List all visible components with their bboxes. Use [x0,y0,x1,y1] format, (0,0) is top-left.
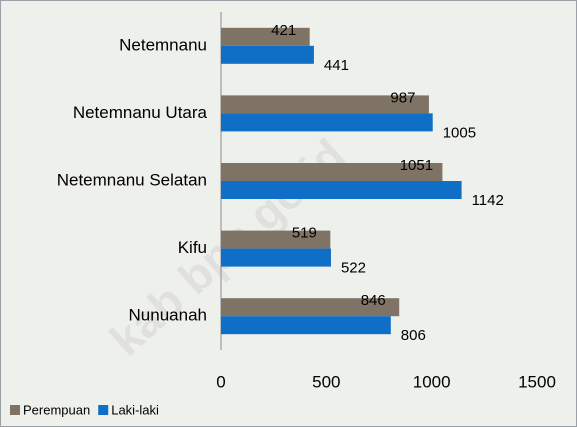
bar [221,45,314,64]
data-label: 522 [341,260,366,277]
bar [221,95,429,114]
data-label: 441 [324,57,349,74]
bar [221,316,391,335]
bar [221,298,400,317]
data-label: 421 [271,22,296,39]
bar [221,113,433,132]
legend-label: Laki-laki [111,402,159,417]
data-label: 806 [401,327,426,344]
bar [221,163,443,181]
legend-swatch [98,405,109,415]
x-tick-label: 1500 [518,372,556,391]
category-label: Kifu [178,238,207,257]
category-label: Netemnanu Selatan [57,170,207,189]
data-label: 987 [390,89,415,106]
bar [221,181,462,199]
bar [221,230,331,249]
data-label: 1005 [443,124,476,141]
bar [221,27,310,46]
data-label: 1142 [472,192,504,209]
x-tick-label: 500 [312,372,340,391]
category-label: Netemnanu [119,35,207,54]
bar [221,248,331,267]
data-label: 1051 [400,157,433,174]
data-label: 519 [292,225,317,242]
legend-label: Perempuan [23,402,90,417]
x-tick-label: 1000 [413,372,451,391]
x-tick-label: 0 [216,372,225,391]
category-label: Netemnanu Utara [73,103,208,122]
data-label: 846 [361,292,386,309]
category-label: Nunuanah [129,306,207,325]
legend-swatch [10,405,20,415]
